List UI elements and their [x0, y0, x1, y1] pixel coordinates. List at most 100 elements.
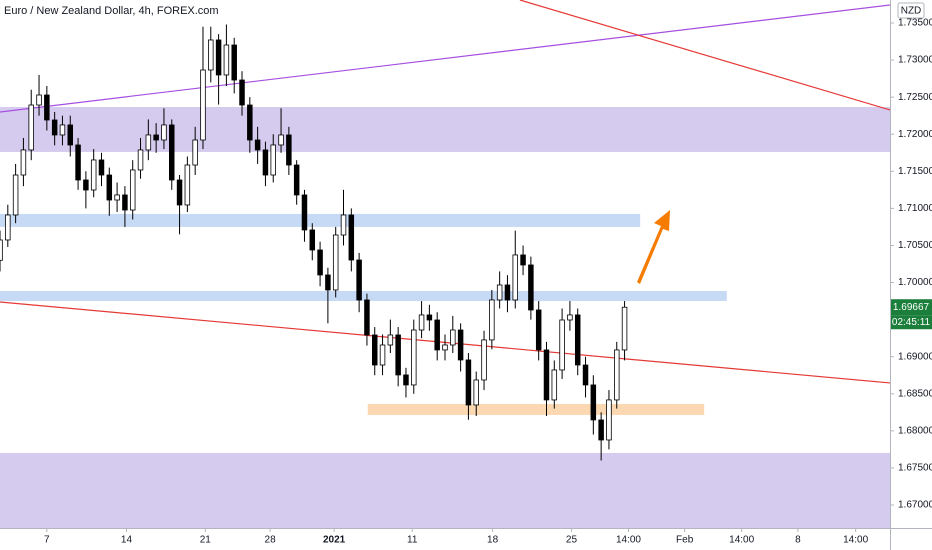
candle-body	[535, 309, 542, 351]
candle-body	[20, 149, 27, 176]
candle-body	[621, 306, 628, 351]
trend-line	[0, 4, 891, 113]
candle-body	[5, 214, 11, 241]
y-tick-label: 1.73000	[898, 55, 932, 66]
zone	[0, 107, 890, 152]
last-price-box	[891, 299, 932, 316]
candle-body	[215, 39, 222, 76]
x-tick-label: 14:00	[729, 535, 754, 546]
candle-body	[106, 174, 113, 201]
candle-body	[129, 169, 136, 211]
candle-body	[239, 79, 245, 106]
candle-body	[176, 179, 183, 206]
candle-body	[582, 364, 589, 386]
candle-body	[403, 374, 409, 386]
candle-body	[0, 239, 3, 261]
candle-body	[231, 44, 237, 81]
candle-body	[184, 164, 191, 206]
y-tick-label: 1.72500	[898, 92, 932, 103]
x-tick-label: 14:00	[843, 535, 868, 546]
y-tick-label: 1.71500	[898, 166, 932, 177]
candle-body	[161, 124, 167, 141]
x-tick-label: 28	[265, 535, 277, 546]
zone	[0, 290, 727, 302]
candle-body	[574, 314, 581, 366]
candle-body	[137, 149, 144, 171]
candle-body	[286, 134, 292, 166]
candle-body	[28, 104, 34, 151]
candle-body	[598, 419, 604, 441]
candle-body	[340, 214, 347, 236]
candle-body	[473, 379, 479, 406]
candle-body	[278, 134, 284, 146]
candle-body	[559, 319, 565, 371]
candle-body	[465, 359, 472, 406]
candle-body	[551, 369, 558, 401]
candle-body	[356, 259, 362, 301]
candle-body	[44, 94, 50, 121]
x-tick-label: 21	[200, 535, 212, 546]
candle-body	[309, 229, 316, 251]
x-tick-label: 2021	[323, 535, 346, 546]
candle-body	[411, 329, 417, 386]
candle-body	[450, 329, 456, 346]
candle-body	[496, 284, 503, 301]
candle-body	[270, 144, 276, 176]
candle-body	[317, 249, 323, 276]
candle-body	[254, 139, 261, 151]
last-price: 1.69667	[893, 302, 930, 313]
y-tick-label: 1.67000	[898, 500, 932, 511]
candle-body	[122, 194, 128, 211]
candle-body	[418, 314, 425, 331]
y-tick-label: 1.68000	[898, 425, 932, 436]
y-tick-label: 1.70500	[898, 240, 932, 251]
candle-body	[614, 349, 620, 401]
y-tick-label: 1.70000	[898, 277, 932, 288]
trend-line	[519, 0, 891, 111]
x-tick-label: 7	[44, 535, 50, 546]
y-tick-label: 1.67500	[898, 463, 932, 474]
candle-body	[520, 254, 526, 266]
y-tick-label: 1.69000	[898, 351, 932, 362]
y-tick-label: 1.68500	[898, 388, 932, 399]
candle-body	[457, 329, 464, 361]
candle-body	[325, 274, 331, 291]
candle-body	[59, 124, 66, 136]
x-tick-label: 25	[566, 535, 578, 546]
candle-body	[395, 334, 401, 376]
zone	[367, 404, 705, 415]
arrow	[637, 210, 670, 284]
candle-body	[332, 234, 339, 291]
candle-body	[293, 164, 300, 196]
candle-body	[543, 349, 550, 401]
plot-area	[0, 0, 891, 528]
candle-body	[528, 264, 534, 311]
candle-body	[208, 39, 214, 71]
candle-body	[434, 319, 440, 351]
candle-body	[247, 104, 253, 141]
candle-body	[512, 254, 519, 301]
x-tick-label: 14	[121, 535, 133, 546]
candle-body	[169, 124, 175, 181]
candle-body	[12, 174, 19, 216]
candle-body	[504, 284, 511, 301]
candle-body	[67, 124, 74, 146]
candle-body	[606, 399, 612, 441]
zone	[0, 213, 641, 227]
y-tick-label: 1.73500	[898, 18, 932, 29]
candle-body	[364, 299, 370, 336]
currency: NZD	[901, 6, 922, 17]
candle-body	[567, 314, 573, 321]
candle-body	[145, 134, 152, 151]
candle-body	[83, 179, 89, 191]
candle-body	[489, 299, 495, 341]
candle-body	[98, 159, 105, 176]
chart-title: Euro / New Zealand Dollar, 4h, FOREX.com	[4, 5, 219, 17]
candle-body	[192, 139, 198, 166]
candle-body	[153, 134, 159, 141]
candle-body	[36, 94, 42, 106]
y-tick-label: 1.72000	[898, 129, 932, 140]
candle-body	[200, 69, 206, 141]
candle-body	[481, 339, 487, 381]
